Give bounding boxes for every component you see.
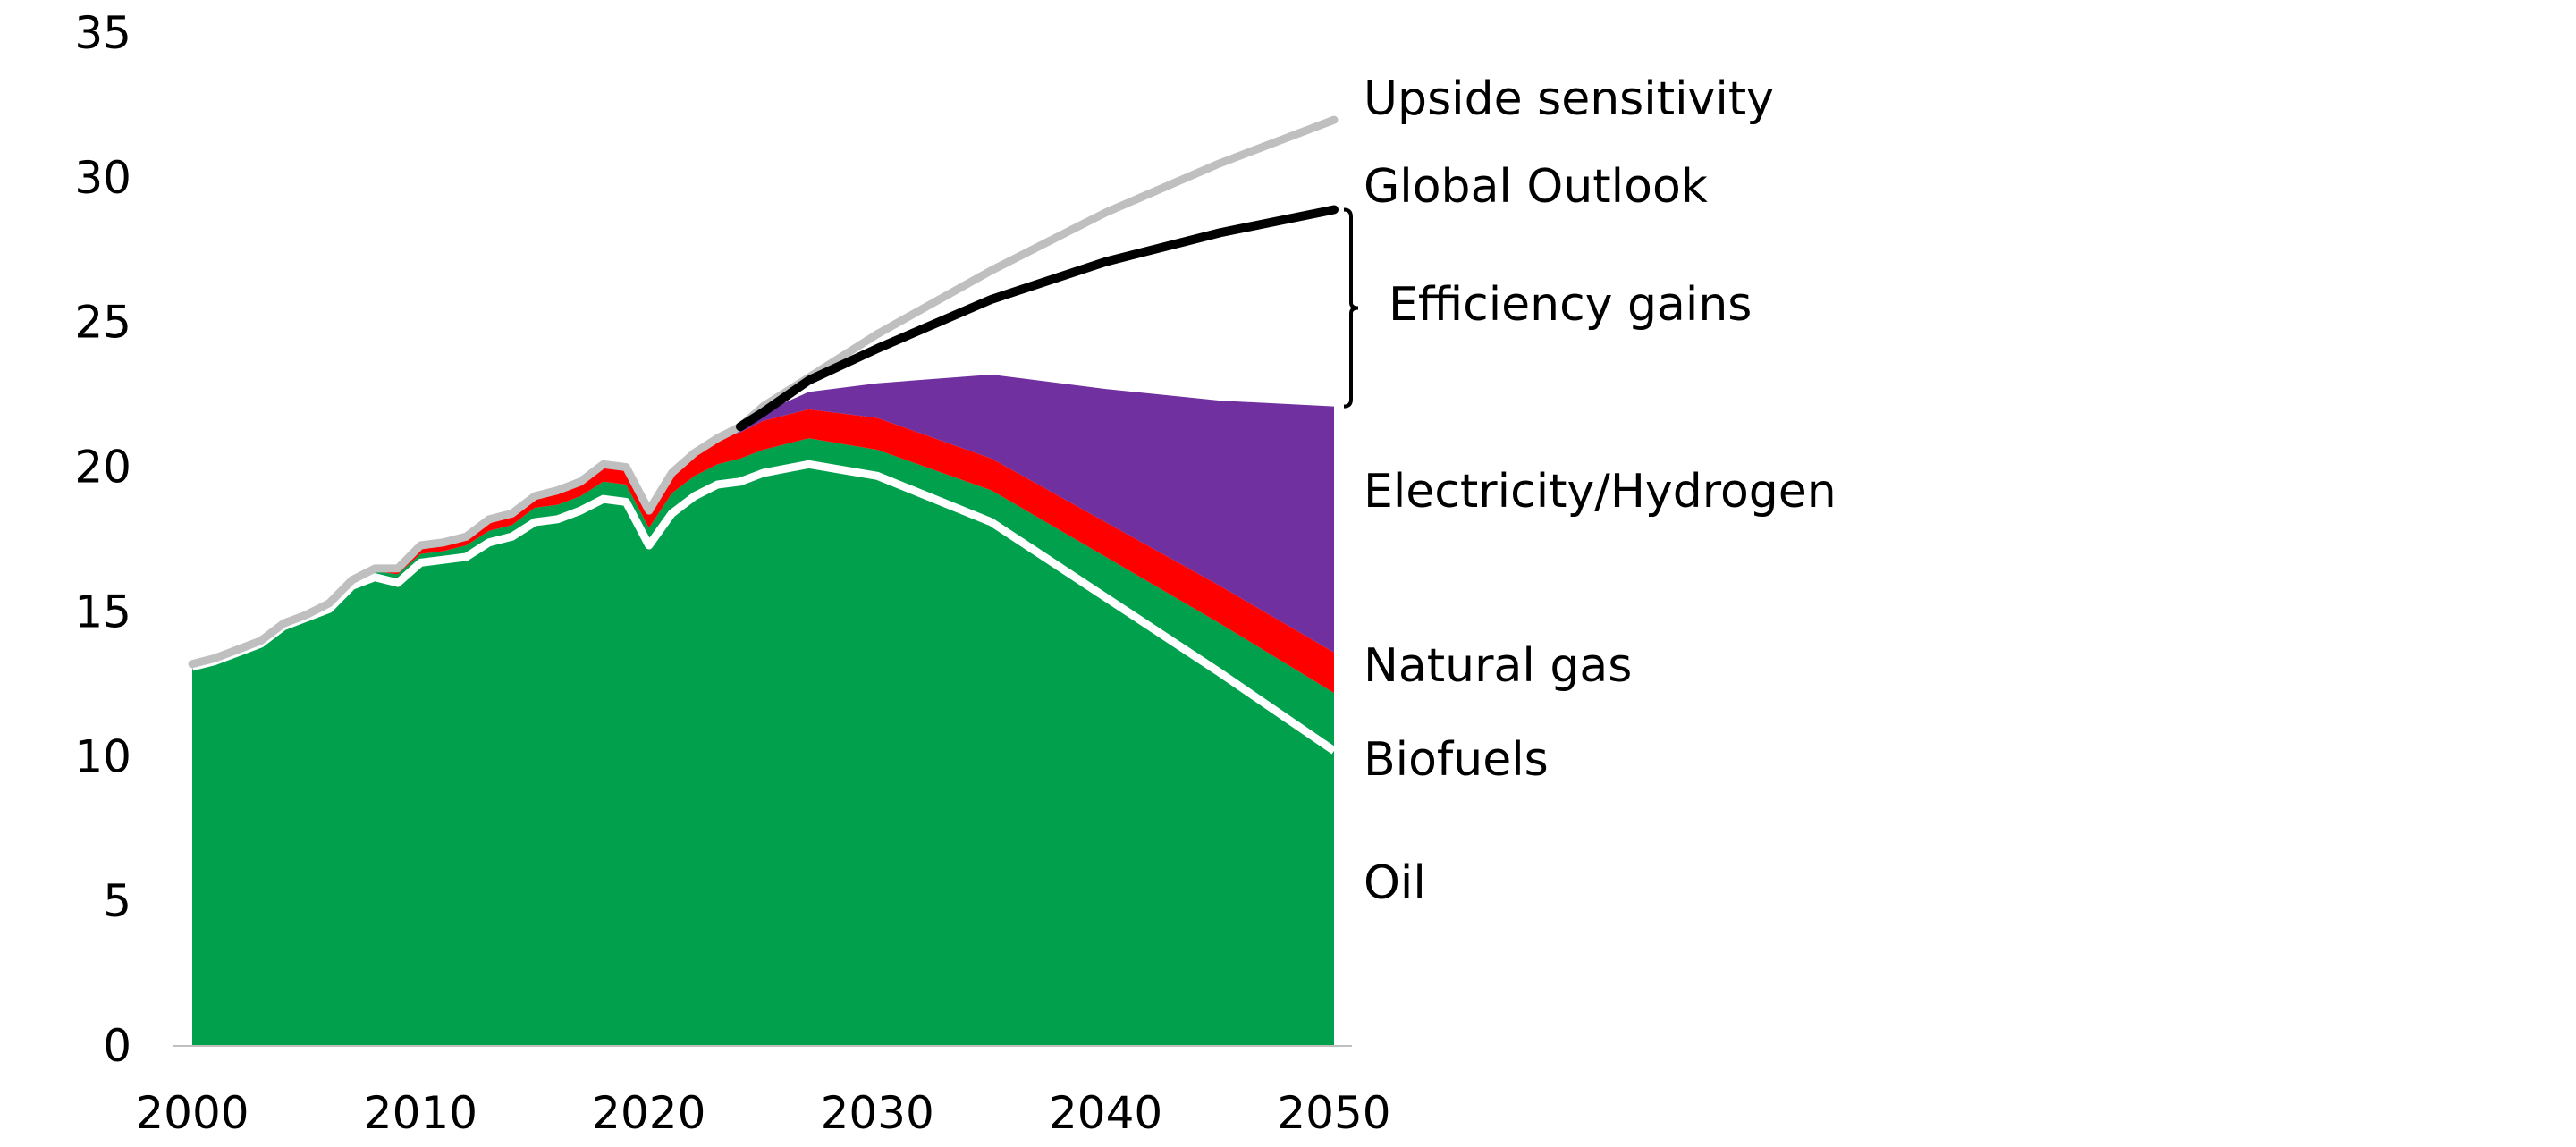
x-tick-label: 2020 [592,1087,705,1139]
y-tick-label: 20 [74,442,131,493]
x-tick-label: 2000 [135,1087,249,1139]
y-tick-label: 10 [74,730,131,782]
label-oil: Oil [1364,856,1426,910]
line-global-outlook [735,205,1339,432]
label-electricity-hydrogen: Electricity/Hydrogen [1364,465,1837,519]
label-upside-sensitivity: Upside sensitivity [1364,72,1774,126]
y-tick-label: 35 [74,7,131,59]
x-tick-label: 2030 [821,1087,934,1139]
line-series [188,115,1339,755]
y-tick-label: 30 [74,152,131,204]
y-tick-label: 5 [103,875,131,927]
label-efficiency-gains: Efficiency gains [1389,278,1752,332]
area-oil [192,464,1334,1046]
area-natural-gas [192,409,1334,694]
tick-labels: 0 5 10 15 20 25 30 35 2000 2010 2020 2030 2040 2050 [74,7,1390,1139]
x-tick-label: 2010 [364,1087,477,1139]
y-tick-label: 0 [103,1020,131,1072]
label-natural-gas: Natural gas [1364,639,1632,693]
label-biofuels: Biofuels [1364,733,1549,787]
y-tick-label: 25 [74,297,131,349]
x-tick-label: 2050 [1277,1087,1390,1139]
area-electricity-hydrogen [192,374,1334,664]
x-tick-label: 2040 [1049,1087,1162,1139]
y-tick-label: 15 [74,586,131,637]
efficiency-gains-brace [1343,207,1359,409]
label-global-outlook: Global Outlook [1364,160,1708,214]
